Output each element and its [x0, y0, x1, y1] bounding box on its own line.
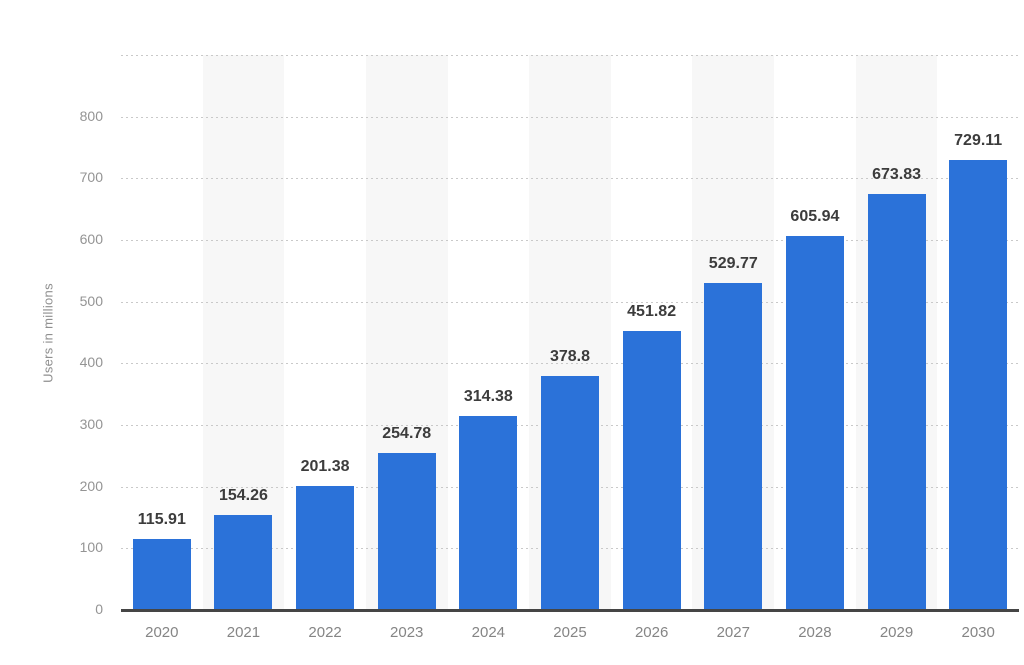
x-tick-label: 2023	[390, 624, 424, 641]
bar-2025[interactable]	[541, 376, 599, 610]
y-tick-label: 0	[95, 601, 103, 617]
bar-2027[interactable]	[704, 283, 763, 610]
x-axis-line	[121, 609, 1019, 612]
bar-value-label: 378.8	[549, 348, 590, 366]
x-tick-label: 2025	[553, 624, 587, 641]
bar-2021[interactable]	[214, 514, 273, 610]
x-tick-label: 2028	[798, 624, 832, 641]
bar-value-label: 201.38	[300, 457, 350, 475]
bar-2028[interactable]	[785, 236, 844, 610]
y-tick-label: 100	[79, 539, 103, 556]
bar-2026[interactable]	[622, 331, 681, 610]
bar-value-label: 115.91	[137, 510, 186, 528]
bar-value-label: 673.83	[872, 166, 921, 184]
bar-value-label: 254.78	[382, 424, 432, 442]
gridline	[121, 55, 1019, 56]
x-tick-label: 2022	[308, 624, 342, 641]
x-tick-label: 2029	[879, 624, 914, 641]
bar-2024[interactable]	[459, 416, 518, 610]
y-tick-label: 500	[79, 292, 103, 309]
x-tick-label: 2021	[226, 624, 261, 641]
y-tick-label: 300	[79, 416, 103, 432]
x-tick-label: 2030	[961, 624, 995, 641]
bar-2030[interactable]	[949, 160, 1008, 610]
y-tick-label: 200	[79, 477, 103, 494]
bar-value-label: 451.82	[627, 303, 677, 321]
bar-value-label: 314.38	[463, 388, 513, 406]
x-tick-label: 2020	[145, 624, 179, 641]
bar-value-label: 729.11	[954, 132, 1003, 150]
y-tick-label: 400	[79, 354, 103, 371]
y-tick-label: 700	[79, 169, 103, 186]
bar-2023[interactable]	[377, 452, 436, 610]
bar-value-label: 154.26	[218, 486, 268, 504]
x-tick-label: 2024	[471, 624, 506, 641]
x-tick-label: 2027	[716, 624, 750, 641]
x-tick-label: 2026	[634, 624, 669, 641]
bar-value-label: 605.94	[790, 208, 840, 226]
bar-2022[interactable]	[296, 485, 355, 610]
y-tick-label: 800	[79, 107, 103, 124]
bar-2020[interactable]	[132, 538, 191, 610]
gridline	[121, 116, 1019, 118]
bar-value-label: 529.77	[708, 255, 758, 273]
y-tick-label: 600	[79, 231, 103, 247]
bar-2029[interactable]	[867, 194, 926, 610]
